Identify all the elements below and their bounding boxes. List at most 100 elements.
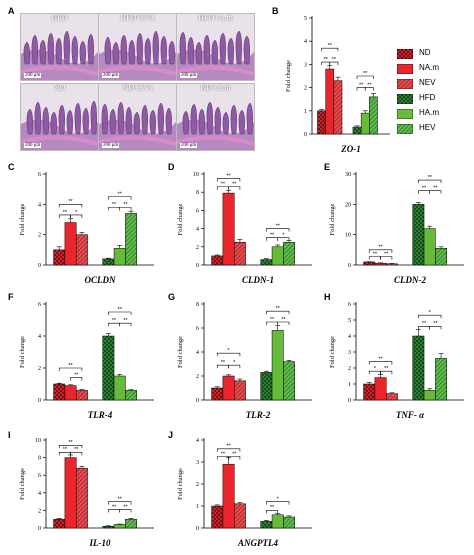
bar (363, 383, 376, 401)
panel-letter-a: A (8, 6, 15, 16)
y-tick-label: 0 (196, 263, 199, 269)
y-tick-label: 0 (196, 526, 199, 532)
significance-bracket (228, 456, 241, 460)
panel-letter-c: C (8, 162, 15, 172)
y-axis-label: Fold change (177, 468, 184, 500)
scale-bar: 200 μm (24, 73, 42, 78)
significance-label: * (429, 310, 432, 316)
significance-bracket (70, 214, 83, 218)
bar (360, 112, 370, 135)
micrograph-label: ND+EVs (122, 83, 153, 92)
bar (352, 126, 362, 135)
bar (222, 463, 235, 529)
significance-label: ** (433, 321, 438, 327)
micrograph-label: ND+A.m (200, 83, 231, 92)
significance-label: ** (428, 175, 433, 181)
bar (271, 330, 284, 401)
scale-bar: 200 μm (102, 143, 120, 148)
gene-title: TLR-2 (246, 410, 271, 420)
significance-bracket (277, 321, 290, 325)
scale-bar: 200 μm (24, 143, 42, 148)
significance-label: ** (123, 504, 128, 510)
legend-item: HA.m (397, 108, 472, 123)
y-tick-label: 0 (38, 398, 41, 404)
bar (125, 390, 137, 401)
significance-bracket (321, 47, 339, 52)
significance-bracket (266, 228, 290, 232)
significance-label: ** (232, 182, 237, 188)
legend-label: ND (419, 48, 431, 57)
bar (211, 387, 224, 401)
significance-bracket (418, 314, 442, 319)
y-tick-label: 4 (38, 491, 41, 497)
bar (75, 467, 88, 529)
bar (75, 234, 88, 266)
significance-bracket (380, 256, 393, 260)
bar (435, 248, 447, 266)
y-tick-label: 2 (196, 374, 199, 380)
significance-bracket (228, 364, 241, 369)
significance-label: ** (270, 505, 275, 511)
significance-bracket (58, 444, 83, 449)
y-tick-label: 0 (38, 263, 41, 269)
bar (412, 204, 425, 266)
bar (125, 518, 137, 529)
significance-label: ** (384, 251, 389, 257)
bar (113, 248, 126, 266)
significance-label: ** (118, 307, 123, 313)
scale-bar: 200 μm (180, 143, 198, 148)
significance-bracket (418, 179, 442, 184)
significance-label: ** (63, 447, 68, 453)
significance-bracket (364, 87, 374, 91)
bar (283, 516, 295, 529)
significance-label: ** (123, 202, 128, 208)
significance-label: ** (226, 444, 231, 450)
significance-label: ** (367, 82, 372, 88)
y-tick-label: 2 (38, 366, 41, 372)
y-tick-label: 1 (348, 382, 351, 388)
gene-title: ANGPTL4 (237, 538, 278, 548)
y-tick-label: 1 (196, 504, 199, 510)
y-tick-label: 0 (196, 398, 199, 404)
y-tick-label: 10 (345, 233, 351, 239)
legend-swatch (397, 79, 413, 89)
legend-swatch (397, 49, 413, 59)
significance-bracket (216, 178, 241, 182)
y-tick-label: 8 (38, 456, 41, 462)
y-tick-label: 4 (348, 334, 351, 340)
bar (102, 258, 115, 266)
significance-label: * (374, 366, 377, 372)
significance-bracket (429, 190, 442, 194)
significance-bracket (119, 207, 132, 211)
y-tick-label: 10 (193, 172, 199, 178)
significance-label: ** (433, 185, 438, 191)
significance-bracket (228, 186, 241, 190)
panel-letter-f: F (8, 292, 14, 302)
panel-letter-j: J (168, 430, 174, 440)
micrograph-label: ND (53, 83, 66, 92)
legend-swatch (397, 64, 413, 74)
bar (260, 521, 273, 529)
significance-label: * (227, 348, 230, 354)
chart-legend: ND NA.m NEV HFD HA.m HEV (397, 48, 472, 138)
y-axis-label: Fold change (19, 468, 26, 500)
bar (75, 390, 88, 401)
bar (233, 380, 246, 401)
significance-label: ** (68, 440, 73, 446)
y-axis-label: Fold change (285, 60, 292, 92)
significance-bracket (119, 322, 132, 327)
bar (64, 385, 77, 401)
significance-label: ** (332, 57, 337, 63)
bar (283, 242, 295, 266)
significance-label: ** (123, 318, 128, 324)
panel-letter-e: E (324, 162, 331, 172)
bar (333, 80, 343, 135)
micrograph-nd-evs: ND+EVs 200 μm (98, 83, 177, 151)
bar (53, 249, 66, 266)
legend-item: HEV (397, 123, 472, 138)
y-tick-label: 20 (345, 202, 351, 208)
bar (64, 222, 77, 266)
